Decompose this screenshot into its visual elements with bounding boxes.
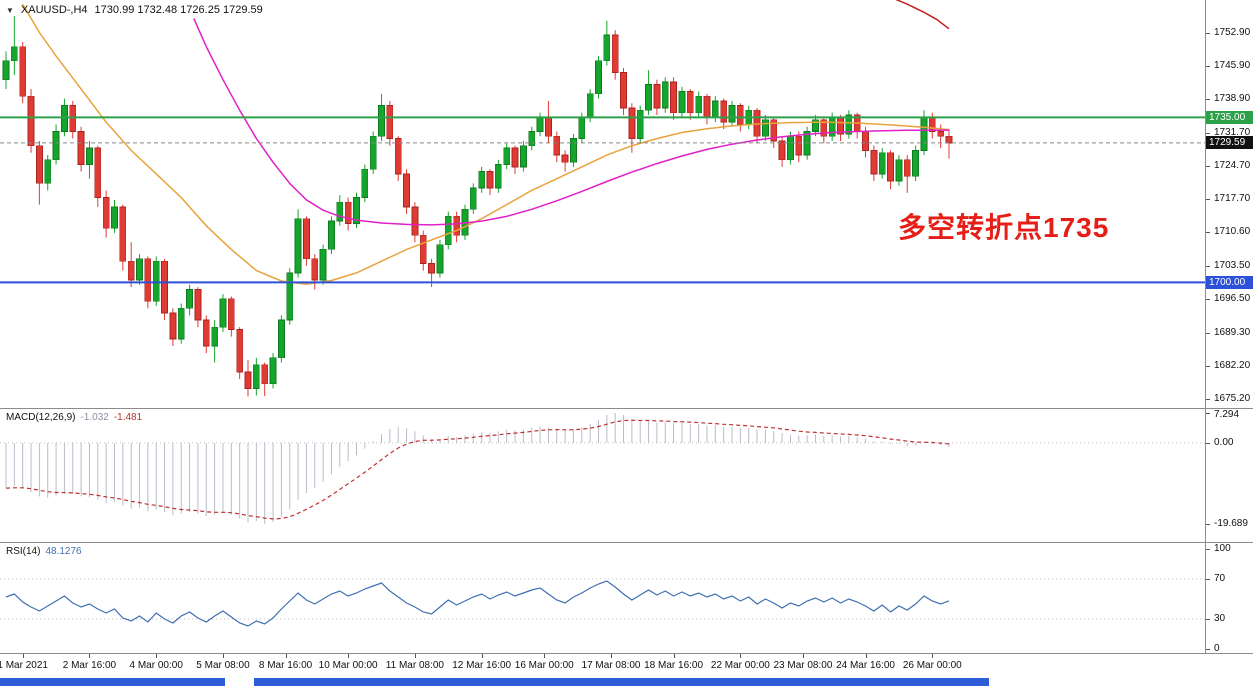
- time-axis-tick: [544, 654, 546, 658]
- price-axis-label: 1703.50: [1214, 259, 1251, 271]
- price-axis-label: 1717.70: [1214, 192, 1251, 204]
- price-axis-label: 1724.70: [1214, 159, 1251, 171]
- time-axis-tick: [865, 654, 867, 658]
- time-axis[interactable]: 1 Mar 2021 2 Mar 16:00 4 Mar 00:00 5 Mar 08…: [0, 654, 1253, 677]
- price-axis-tick: [1206, 32, 1210, 34]
- rsi-axis[interactable]: 100 70 30 0: [1206, 543, 1253, 654]
- price-axis-tick: [1206, 98, 1210, 100]
- macd-axis-label: 0.00: [1214, 436, 1234, 448]
- price-axis-label: 1682.20: [1214, 360, 1251, 372]
- rsi-axis-tick: [1206, 619, 1210, 620]
- panel-divider: [0, 542, 1253, 543]
- price-axis-label: 1696.50: [1214, 292, 1251, 304]
- price-axis-label: 1710.60: [1214, 226, 1251, 238]
- price-axis-tick: [1206, 132, 1210, 134]
- time-axis-label: 1 Mar 2021: [0, 660, 48, 671]
- ohlc-values: 1730.99 1732.48 1726.25 1729.59: [94, 4, 263, 16]
- panel-divider: [0, 408, 1253, 409]
- rsi-subwindow-canvas[interactable]: [0, 543, 1205, 653]
- panel-divider: [0, 653, 1253, 654]
- macd-axis-tick: [1206, 442, 1210, 444]
- price-axis-tick: [1206, 332, 1210, 334]
- chart-header: ▼ XAUUSD-,H4 1730.99 1732.48 1726.25 172…: [6, 4, 263, 16]
- taskbar-button-right[interactable]: [254, 678, 989, 686]
- price-axis-label: 1738.90: [1214, 92, 1251, 104]
- rsi-axis-tick: [1206, 549, 1210, 550]
- price-axis-label: 1745.90: [1214, 59, 1251, 71]
- macd-name: MACD(12,26,9): [6, 412, 76, 423]
- time-axis-label: 10 Mar 00:00: [318, 660, 378, 671]
- time-axis-label: 17 Mar 08:00: [581, 660, 641, 671]
- time-axis-label: 2 Mar 16:00: [62, 660, 117, 671]
- time-axis-tick: [932, 654, 934, 658]
- price-axis-label: 1689.30: [1214, 326, 1251, 338]
- time-axis-tick: [673, 654, 675, 658]
- price-chart-canvas[interactable]: [0, 0, 1205, 408]
- price-axis-tick: [1206, 65, 1210, 67]
- macd-axis[interactable]: 7.294 0.00 -19.689: [1206, 410, 1253, 542]
- price-axis-tick: [1206, 298, 1210, 300]
- time-axis-label: 18 Mar 16:00: [644, 660, 704, 671]
- time-axis-tick: [611, 654, 612, 658]
- taskbar-button-left[interactable]: [0, 678, 225, 686]
- time-axis-label: 23 Mar 08:00: [773, 660, 833, 671]
- last-price-badge: 1729.59: [1206, 136, 1253, 150]
- price-axis-label: 1752.90: [1214, 26, 1251, 38]
- time-axis-label: 26 Mar 00:00: [902, 660, 962, 671]
- rsi-value: 48.1276: [45, 546, 82, 557]
- rsi-axis-label: 70: [1214, 573, 1226, 584]
- price-axis-tick: [1206, 366, 1210, 368]
- macd-indicator-label: MACD(12,26,9) -1.032 -1.481: [6, 412, 142, 423]
- macd-axis-label: -19.689: [1214, 517, 1248, 529]
- chart-menu-arrow-icon[interactable]: ▼: [6, 5, 14, 15]
- time-axis-label: 22 Mar 00:00: [710, 660, 770, 671]
- chart-annotation-text: 多空转折点1735: [898, 212, 1110, 243]
- time-axis-tick: [802, 654, 804, 658]
- macd-signal-value: -1.481: [113, 412, 143, 423]
- price-axis-label: 1675.20: [1214, 393, 1251, 405]
- time-axis-tick: [285, 654, 287, 658]
- time-axis-label: 11 Mar 08:00: [385, 660, 444, 671]
- rsi-axis-label: 100: [1214, 543, 1231, 554]
- support-price-badge: 1700.00: [1206, 275, 1253, 289]
- time-axis-tick: [222, 654, 224, 658]
- time-axis-label: 5 Mar 08:00: [196, 660, 250, 671]
- rsi-axis-label: 30: [1214, 613, 1226, 624]
- rsi-axis-tick: [1206, 649, 1210, 650]
- time-axis-tick: [22, 654, 24, 658]
- time-axis-label: 4 Mar 00:00: [129, 660, 183, 671]
- time-axis-tick: [89, 654, 91, 658]
- rsi-indicator-label: RSI(14) 48.1276: [6, 546, 82, 557]
- bottom-bar: [0, 677, 1253, 687]
- time-axis-tick: [414, 654, 416, 658]
- price-axis-separator: [1205, 0, 1206, 654]
- time-axis-tick: [481, 654, 483, 658]
- macd-axis-tick: [1206, 412, 1210, 414]
- macd-axis-tick: [1206, 523, 1210, 525]
- rsi-axis-label: 0: [1214, 643, 1220, 654]
- time-axis-tick: [740, 654, 742, 658]
- time-axis-label: 8 Mar 16:00: [258, 660, 313, 671]
- macd-axis-label: 7.294: [1214, 409, 1240, 420]
- macd-main-value: -1.032: [80, 412, 109, 423]
- price-axis[interactable]: 1752.90 1745.90 1738.90 1731.70 1724.70 1717.…: [1206, 0, 1253, 408]
- price-axis-tick: [1206, 232, 1210, 234]
- symbol-timeframe-label: XAUUSD-,H4: [20, 4, 88, 16]
- time-axis-tick: [348, 654, 350, 658]
- price-axis-tick: [1206, 198, 1210, 200]
- time-axis-label: 16 Mar 00:00: [514, 660, 574, 671]
- price-axis-tick: [1206, 399, 1210, 401]
- resistance-price-badge: 1735.00: [1206, 110, 1253, 124]
- price-axis-tick: [1206, 265, 1210, 267]
- price-axis-tick: [1206, 165, 1210, 167]
- price-axis-label: 1731.70: [1214, 126, 1251, 138]
- time-axis-label: 24 Mar 16:00: [836, 660, 895, 671]
- time-axis-label: 12 Mar 16:00: [452, 660, 512, 671]
- macd-subwindow-canvas[interactable]: [0, 409, 1205, 542]
- rsi-axis-tick: [1206, 579, 1210, 580]
- time-axis-tick: [156, 654, 158, 658]
- rsi-name: RSI(14): [6, 546, 41, 557]
